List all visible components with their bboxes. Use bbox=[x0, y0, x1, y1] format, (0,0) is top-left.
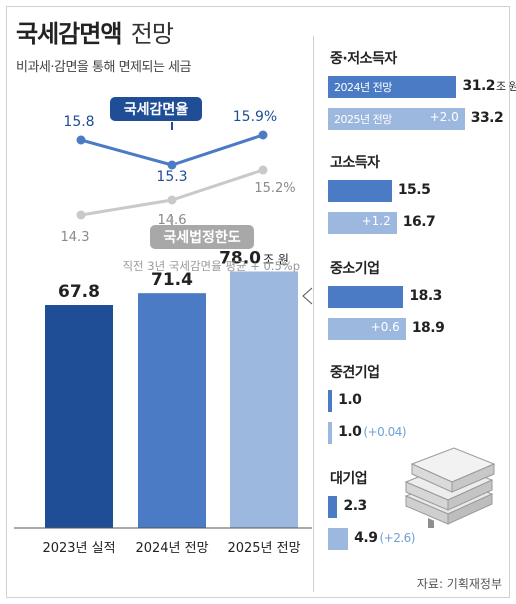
bar-value-label: 67.8 bbox=[58, 282, 100, 302]
series-label: 2025년 전망 bbox=[334, 113, 392, 126]
bar-2025: 2025년 전망 +2.0 bbox=[328, 108, 465, 130]
group-title: 중·저소득자 bbox=[330, 51, 397, 67]
bar-2025: +1.2 bbox=[328, 212, 397, 234]
increase-label: +0.6 bbox=[370, 320, 400, 334]
bar-value-label: 1.0 bbox=[338, 392, 362, 408]
bar-value-label: 78.0 조 원 bbox=[219, 248, 289, 268]
increase-label: (+2.6) bbox=[379, 531, 415, 545]
title-light: 전망 bbox=[130, 20, 174, 48]
bar-value-label: 4.9 (+2.6) bbox=[354, 530, 415, 546]
increase-label: +1.2 bbox=[361, 214, 391, 228]
group-title: 대기업 bbox=[330, 471, 368, 487]
bar-value-label: 15.5 bbox=[397, 182, 431, 198]
group-title: 고소득자 bbox=[330, 155, 380, 171]
series-point-rate bbox=[167, 160, 177, 170]
increase-label: +2.0 bbox=[429, 110, 459, 124]
bar-value-label: 18.9 bbox=[411, 320, 445, 336]
bar-value-label: 2.3 bbox=[343, 498, 367, 514]
title-main: 국세감면액 bbox=[16, 20, 122, 48]
unit-label: 조 원 bbox=[496, 80, 516, 93]
series-point-limit bbox=[258, 165, 268, 175]
series-point-rate bbox=[76, 135, 86, 145]
bar-2024 bbox=[328, 496, 338, 518]
bar-value-label: 18.3 bbox=[409, 288, 442, 304]
rate-value-label: 15.9% bbox=[233, 109, 277, 125]
unit-label: 조 원 bbox=[263, 252, 289, 266]
left-chart: 67.8 71.4 78.0 조 원 2023년 실적 2024년 전망 2025년 전망 1… bbox=[14, 97, 313, 556]
rate-badge-bg bbox=[110, 97, 202, 121]
money-stack-icon bbox=[404, 447, 496, 528]
bar-2024 bbox=[328, 390, 333, 412]
bar-3 bbox=[230, 271, 298, 528]
bar-value-label: 1.0 (+0.04) bbox=[338, 424, 407, 440]
bar-2025 bbox=[328, 528, 349, 550]
rate-value-label: 15.3 bbox=[156, 169, 187, 185]
rate-value-label: 15.8 bbox=[63, 114, 94, 130]
series-label: 2024년 전망 bbox=[334, 81, 392, 94]
source-note: 자료: 기획재정부 bbox=[416, 577, 502, 591]
bar-2025 bbox=[328, 422, 333, 444]
x-tick-label: 2024년 전망 bbox=[135, 541, 208, 556]
bar-value-label: 31.2조 원 bbox=[462, 78, 516, 94]
series-point-limit bbox=[76, 210, 86, 220]
x-tick-label: 2025년 전망 bbox=[227, 541, 300, 556]
bar-value-label: 16.7 bbox=[402, 214, 436, 230]
increase-label: (+0.04) bbox=[363, 425, 407, 439]
group-title: 중견기업 bbox=[330, 365, 380, 381]
callout-pointer bbox=[302, 287, 313, 305]
panel-divider bbox=[313, 36, 314, 592]
limit-badge-bg bbox=[150, 225, 254, 249]
bar-2024 bbox=[328, 180, 392, 202]
bar-2024 bbox=[328, 286, 404, 308]
limit-value-label: 15.2% bbox=[254, 181, 295, 196]
group-title: 중소기업 bbox=[330, 261, 380, 277]
bar-value-label: 33.2 bbox=[470, 110, 504, 126]
limit-series-label: 국세법정한도 bbox=[163, 229, 240, 246]
limit-note: 직전 3년 국세감면율 평균 + 0.5%p bbox=[122, 259, 300, 273]
rate-series-label: 국세감면율 bbox=[124, 101, 189, 118]
bar-value-label: 71.4 bbox=[151, 270, 193, 290]
chart-subtitle: 비과세·감면을 통해 면제되는 세금 bbox=[16, 60, 191, 75]
bar-2024: 2024년 전망 bbox=[328, 76, 457, 98]
bar-2 bbox=[138, 293, 206, 528]
series-point-rate bbox=[258, 130, 268, 140]
series-point-limit bbox=[167, 195, 177, 205]
bar-1 bbox=[45, 305, 113, 528]
chart-frame bbox=[6, 6, 510, 598]
bar-2025: +0.6 bbox=[328, 318, 406, 340]
x-tick-label: 2023년 실적 bbox=[42, 541, 115, 556]
limit-value-label: 14.3 bbox=[61, 230, 90, 245]
chart-title: 국세감면액 전망 bbox=[16, 14, 174, 49]
